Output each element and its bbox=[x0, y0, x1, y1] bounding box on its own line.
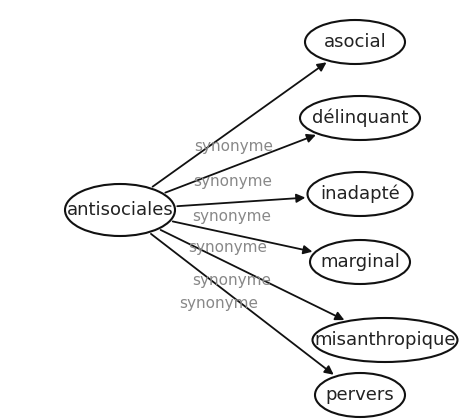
Text: misanthropique: misanthropique bbox=[314, 331, 456, 349]
Text: délinquant: délinquant bbox=[312, 109, 408, 127]
Text: synonyme: synonyme bbox=[179, 296, 258, 311]
Text: synonyme: synonyme bbox=[189, 240, 267, 255]
Text: synonyme: synonyme bbox=[192, 273, 271, 288]
Text: synonyme: synonyme bbox=[192, 209, 271, 224]
Text: asocial: asocial bbox=[323, 33, 386, 51]
Text: marginal: marginal bbox=[320, 253, 400, 271]
Text: pervers: pervers bbox=[326, 386, 394, 404]
Text: synonyme: synonyme bbox=[194, 174, 273, 189]
Text: inadapté: inadapté bbox=[320, 185, 400, 203]
Text: synonyme: synonyme bbox=[194, 139, 273, 154]
Text: antisociales: antisociales bbox=[66, 201, 173, 219]
